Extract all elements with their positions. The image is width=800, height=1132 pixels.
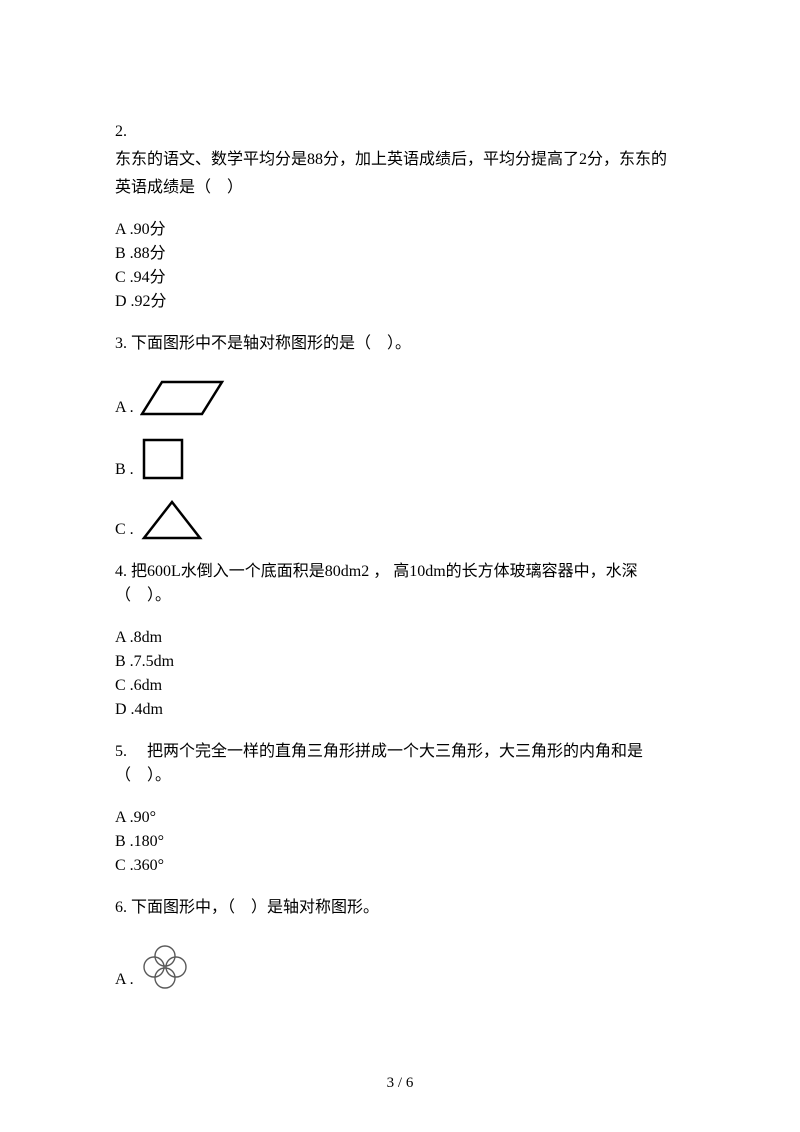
q2-option-d: D .92分 — [115, 290, 685, 314]
q5-option-a: A .90° — [115, 806, 685, 830]
q6-option-a-label: A . — [115, 968, 134, 992]
triangle-shape — [144, 502, 200, 538]
q5-option-b: B .180° — [115, 830, 685, 854]
parallelogram-shape — [142, 382, 222, 414]
q4-option-a: A .8dm — [115, 626, 685, 650]
q3-option-c-label: C . — [115, 518, 134, 542]
flower-petal-right — [166, 957, 186, 977]
page-container: 2. 东东的语文、数学平均分是88分，加上英语成绩后，平均分提高了2分，东东的 … — [0, 0, 800, 1132]
q5-body: 5. 把两个完全一样的直角三角形拼成一个大三角形，大三角形的内角和是（ ）。 — [115, 740, 685, 788]
q3-option-c: C . — [115, 498, 685, 542]
q2-number: 2. — [115, 120, 685, 144]
flower-petal-top — [155, 946, 175, 966]
question-2: 2. 东东的语文、数学平均分是88分，加上英语成绩后，平均分提高了2分，东东的 … — [115, 120, 685, 314]
triangle-icon — [140, 498, 204, 542]
q2-options: A .90分 B .88分 C .94分 D .92分 — [115, 218, 685, 314]
flower-petal-bottom — [155, 968, 175, 988]
parallelogram-icon — [140, 378, 226, 420]
q6-body: 6. 下面图形中，（ ）是轴对称图形。 — [115, 896, 685, 920]
question-4: 4. 把600L水倒入一个底面积是80dm2 ， 高10dm的长方体玻璃容器中，… — [115, 560, 685, 722]
flower-petal-left — [144, 957, 164, 977]
q5-options: A .90° B .180° C .360° — [115, 806, 685, 878]
q4-option-d: D .4dm — [115, 698, 685, 722]
q2-body-line1: 东东的语文、数学平均分是88分，加上英语成绩后，平均分提高了2分，东东的 — [115, 148, 685, 172]
q4-options: A .8dm B .7.5dm C .6dm D .4dm — [115, 626, 685, 722]
q3-option-a-label: A . — [115, 396, 134, 420]
q4-option-c: C .6dm — [115, 674, 685, 698]
q5-option-c: C .360° — [115, 854, 685, 878]
q3-option-a: A . — [115, 378, 685, 420]
flower-icon — [140, 942, 190, 992]
q2-option-c: C .94分 — [115, 266, 685, 290]
q3-option-b: B . — [115, 436, 685, 482]
page-footer: 3 / 6 — [0, 1075, 800, 1092]
q6-option-a: A . — [115, 942, 685, 992]
q4-body: 4. 把600L水倒入一个底面积是80dm2 ， 高10dm的长方体玻璃容器中，… — [115, 560, 685, 608]
square-shape — [144, 440, 182, 478]
square-icon — [140, 436, 190, 482]
q2-option-a: A .90分 — [115, 218, 685, 242]
q4-option-b: B .7.5dm — [115, 650, 685, 674]
q2-body-line2: 英语成绩是（ ） — [115, 176, 685, 200]
q3-option-b-label: B . — [115, 458, 134, 482]
q3-body: 3. 下面图形中不是轴对称图形的是（ ）。 — [115, 332, 685, 356]
q2-option-b: B .88分 — [115, 242, 685, 266]
question-5: 5. 把两个完全一样的直角三角形拼成一个大三角形，大三角形的内角和是（ ）。 A… — [115, 740, 685, 878]
question-6: 6. 下面图形中，（ ）是轴对称图形。 A . — [115, 896, 685, 992]
question-3: 3. 下面图形中不是轴对称图形的是（ ）。 A . B . C . — [115, 332, 685, 542]
